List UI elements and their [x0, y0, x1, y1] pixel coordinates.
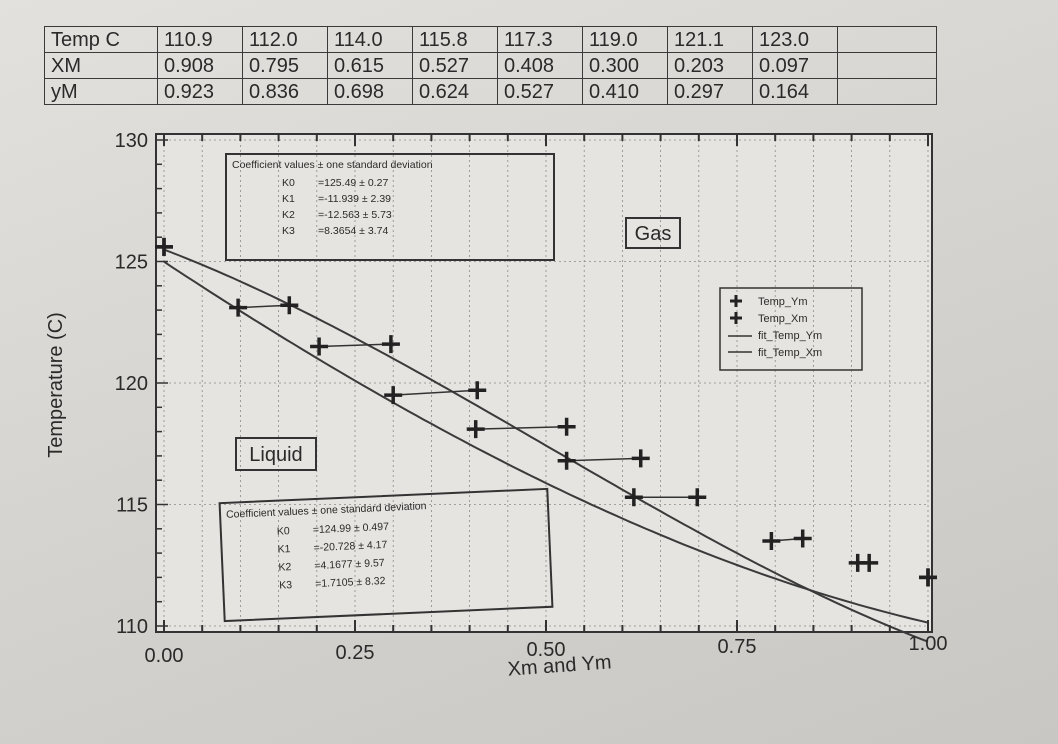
y-tick-label: 130 [115, 130, 148, 152]
coef-key: K0 [277, 525, 291, 538]
data-point-temp-ym [557, 417, 576, 436]
table-cell: 114.0 [327, 26, 413, 53]
coef-key: K2 [282, 209, 295, 221]
x-tick-label: 0.75 [718, 636, 757, 658]
svg-text:fit_Temp_Xm: fit_Temp_Xm [758, 347, 822, 359]
data-point-temp-xm [229, 298, 248, 317]
table-cell: 119.0 [582, 26, 668, 53]
table-cell: 0.908 [157, 52, 243, 79]
table-cell: 0.410 [582, 78, 668, 105]
row-header: XM [44, 52, 158, 79]
gas-region-label: Gas [625, 217, 681, 249]
data-point-temp-xm [557, 451, 576, 470]
x-tick-label: 0.00 [145, 645, 184, 667]
legend-item-temp-ym: Temp_Ym [730, 295, 808, 308]
x-tick-label: 0.25 [336, 642, 375, 664]
liquid-region-label: Liquid [235, 437, 317, 471]
coef-value: =8.3654 ± 3.74 [318, 225, 388, 237]
coef-key: K2 [278, 561, 292, 574]
table-cell: 0.408 [497, 52, 583, 79]
vle-data-table: Temp C 110.9 112.0 114.0 115.8 117.3 119.0 121.… [44, 26, 937, 105]
coef-value: =125.49 ± 0.27 [318, 177, 388, 189]
y-tick-label: 120 [115, 373, 148, 395]
table-cell: 110.9 [157, 26, 243, 53]
svg-text:fit_Temp_Ym: fit_Temp_Ym [758, 330, 822, 342]
legend-item-temp-xm: Temp_Xm [730, 312, 808, 325]
coef-value: =-12.563 ± 5.73 [318, 209, 392, 221]
table-cell-empty [837, 26, 937, 53]
table-cell: 0.615 [327, 52, 413, 79]
data-point-temp-ym [793, 529, 812, 548]
svg-text:Liquid: Liquid [249, 444, 302, 466]
coef-value: =1.7105 ± 8.32 [315, 575, 386, 590]
coef-key: K0 [282, 177, 295, 189]
grid [163, 139, 929, 627]
coef-key: K1 [282, 193, 295, 205]
legend-item-fit-xm: fit_Temp_Xm [728, 347, 822, 359]
coef-value: =124.99 ± 0.497 [313, 521, 390, 536]
data-point-temp-xm [848, 553, 867, 572]
data-point-temp-ym [381, 335, 400, 354]
table-cell: 0.527 [497, 78, 583, 105]
data-point-temp-xm [919, 568, 937, 587]
y-axis-title: Temperature (C) [45, 312, 67, 458]
data-point-temp-xm [624, 488, 643, 507]
coef-value: =4.1677 ± 9.57 [314, 557, 385, 572]
table-cell: 0.097 [752, 52, 838, 79]
table-cell-empty [837, 78, 937, 105]
data-point-temp-ym [631, 449, 650, 468]
y-tick-label: 110 [116, 616, 148, 638]
coef-key: K3 [282, 225, 295, 237]
table-cell: 0.203 [667, 52, 753, 79]
coefficient-box-gas-fit: Coefficient values ± one standard deviat… [225, 153, 555, 261]
table-cell: 123.0 [752, 26, 838, 53]
data-point-temp-xm [466, 420, 485, 439]
coef-value: =-11.939 ± 2.39 [318, 193, 391, 205]
table-cell: 0.164 [752, 78, 838, 105]
legend-item-fit-ym: fit_Temp_Ym [728, 330, 822, 342]
data-point-temp-xm [310, 337, 329, 356]
svg-text:Temp_Xm: Temp_Xm [758, 313, 808, 325]
row-header: Temp C [44, 26, 158, 53]
table-cell-empty [837, 52, 937, 79]
data-point-temp-xm [155, 237, 173, 256]
coef-title: Coefficient values ± one standard deviat… [232, 159, 433, 171]
svg-text:Temp_Ym: Temp_Ym [758, 296, 808, 308]
table-cell: 121.1 [667, 26, 753, 53]
fit-curve-fit-temp-xm [163, 260, 929, 624]
coef-key: K3 [279, 579, 293, 592]
legend: Temp_Ym Temp_Xm fit_Temp_Ym fit_Temp_Xm [719, 287, 863, 371]
table-row: XM 0.908 0.795 0.615 0.527 0.408 0.300 0.203 0.0… [44, 52, 937, 79]
tie-line [566, 457, 641, 462]
data-point-temp-ym [688, 488, 707, 507]
row-header: yM [44, 78, 158, 105]
tie-line [475, 425, 567, 430]
coef-key: K1 [277, 543, 291, 556]
y-tick-label: 125 [115, 252, 148, 274]
table-cell: 0.698 [327, 78, 413, 105]
data-point-temp-ym [468, 381, 487, 400]
table-row: yM 0.923 0.836 0.698 0.624 0.527 0.410 0.297 0.1… [44, 78, 937, 105]
y-tick-label: 115 [116, 495, 148, 517]
tie-line [319, 343, 391, 348]
table-row: Temp C 110.9 112.0 114.0 115.8 117.3 119.0 121.… [44, 26, 937, 53]
coef-value: =-20.728 ± 4.17 [313, 539, 387, 554]
table-cell: 0.624 [412, 78, 498, 105]
data-point-temp-ym [280, 296, 299, 315]
data-point-temp-xm [762, 531, 781, 550]
tie-line [393, 389, 478, 396]
svg-text:Gas: Gas [635, 223, 672, 245]
x-axis-title: Xm and Ym [507, 651, 612, 680]
data-point-temp-xm [384, 386, 403, 405]
x-tick-label: 1.00 [909, 633, 948, 655]
table-cell: 0.297 [667, 78, 753, 105]
x-tick-label: 0.50 [527, 639, 566, 661]
